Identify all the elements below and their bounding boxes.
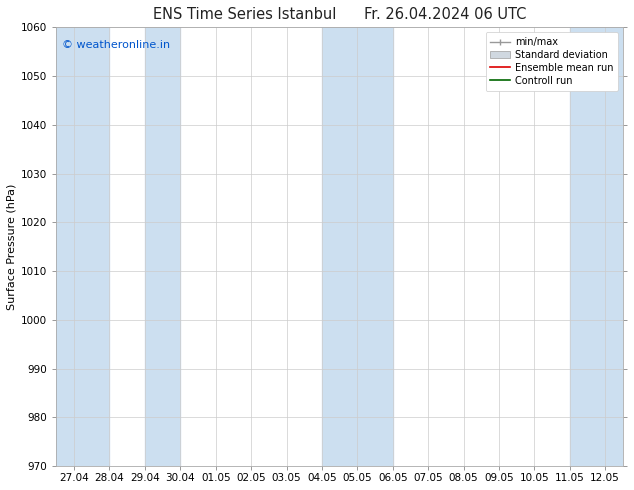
Y-axis label: Surface Pressure (hPa): Surface Pressure (hPa) — [7, 184, 17, 310]
Legend: min/max, Standard deviation, Ensemble mean run, Controll run: min/max, Standard deviation, Ensemble me… — [486, 32, 618, 91]
Title: ENS Time Series Istanbul      Fr. 26.04.2024 06 UTC: ENS Time Series Istanbul Fr. 26.04.2024 … — [153, 7, 526, 22]
Bar — [570, 27, 623, 466]
Bar — [145, 27, 180, 466]
Bar — [56, 27, 110, 466]
Text: © weatheronline.in: © weatheronline.in — [62, 41, 170, 50]
Bar — [322, 27, 392, 466]
